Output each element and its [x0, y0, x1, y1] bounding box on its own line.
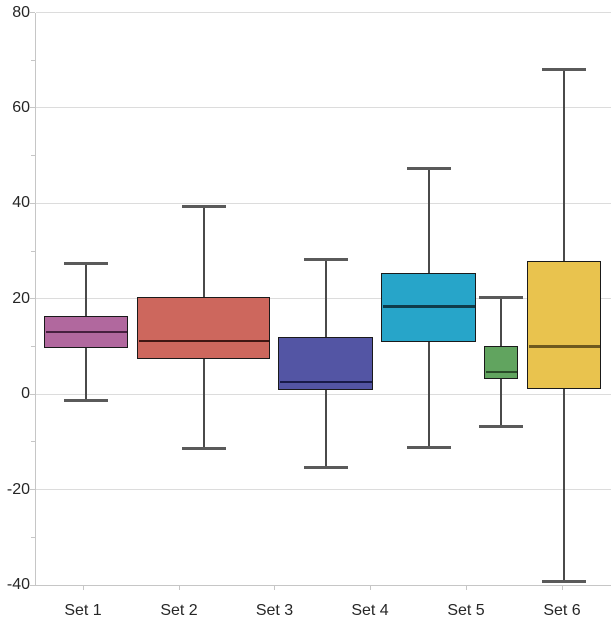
- whisker-lower: [324, 390, 327, 468]
- y-minor-tick: [31, 59, 35, 61]
- box-set-6: [527, 261, 601, 390]
- x-tick: [465, 585, 467, 590]
- median-line: [382, 305, 475, 308]
- y-gridline: [35, 107, 611, 109]
- y-tick-label: 20: [12, 289, 30, 307]
- median-line: [485, 370, 517, 374]
- y-tick-label: 80: [12, 3, 30, 21]
- whisker-upper: [202, 206, 205, 298]
- whisker-lower: [563, 389, 565, 582]
- whisker-cap-bottom: [542, 579, 586, 583]
- whisker-cap-bottom: [181, 446, 226, 450]
- x-axis-line: [35, 584, 611, 586]
- y-gridline: [35, 298, 611, 300]
- whisker-cap-bottom: [64, 399, 108, 403]
- x-tick-label: Set 6: [543, 602, 581, 619]
- y-major-tick: [30, 12, 35, 13]
- x-tick: [274, 585, 275, 590]
- whisker-cap-top: [479, 295, 523, 299]
- y-minor-tick: [31, 536, 35, 538]
- y-minor-tick: [31, 345, 35, 347]
- whisker-upper: [500, 297, 502, 346]
- x-tick-label: Set 1: [64, 602, 102, 619]
- whisker-cap-bottom: [406, 445, 451, 449]
- y-tick-label: -20: [6, 480, 30, 498]
- x-tick-label: Set 2: [160, 602, 198, 619]
- y-minor-tick: [31, 250, 35, 252]
- y-tick-label: 40: [12, 194, 30, 212]
- x-tick: [82, 585, 84, 590]
- x-tick: [561, 585, 563, 590]
- whisker-lower: [85, 347, 87, 401]
- y-gridline: [35, 12, 611, 13]
- median-line: [138, 339, 269, 343]
- whisker-upper: [427, 168, 430, 273]
- y-major-tick: [30, 489, 35, 491]
- whisker-cap-top: [181, 204, 226, 208]
- y-major-tick: [30, 202, 35, 204]
- whisker-upper: [85, 263, 87, 316]
- y-major-tick: [30, 298, 35, 300]
- whisker-cap-bottom: [303, 465, 348, 469]
- y-gridline: [35, 393, 611, 395]
- y-tick-label: 0: [21, 385, 30, 403]
- whisker-upper: [324, 259, 327, 338]
- y-major-tick: [30, 107, 35, 109]
- y-tick-label: 60: [12, 98, 30, 116]
- whisker-lower: [500, 379, 502, 427]
- x-tick: [178, 585, 180, 590]
- median-line: [528, 345, 600, 348]
- whisker-cap-top: [64, 262, 108, 266]
- y-major-tick: [30, 584, 35, 586]
- x-tick-label: Set 4: [351, 602, 389, 619]
- x-tick-label: Set 3: [255, 602, 294, 619]
- whisker-lower: [202, 359, 205, 449]
- x-tick: [369, 585, 371, 590]
- median-line: [279, 380, 372, 384]
- whisker-cap-top: [542, 67, 586, 71]
- whisker-lower: [427, 342, 430, 448]
- box-set-2: [137, 297, 270, 360]
- y-gridline: [35, 202, 611, 204]
- y-major-tick: [30, 393, 35, 395]
- box-set-5: [484, 345, 518, 380]
- y-minor-tick: [31, 155, 35, 157]
- whisker-cap-bottom: [479, 424, 523, 428]
- y-tick-label: -40: [6, 576, 30, 593]
- whisker-cap-top: [406, 166, 451, 170]
- whisker-upper: [563, 69, 565, 262]
- y-gridline: [35, 489, 611, 491]
- x-tick-label: Set 5: [447, 602, 485, 619]
- median-line: [45, 330, 127, 334]
- y-minor-tick: [31, 441, 35, 443]
- whisker-cap-top: [303, 257, 348, 261]
- y-axis-line: [35, 12, 36, 585]
